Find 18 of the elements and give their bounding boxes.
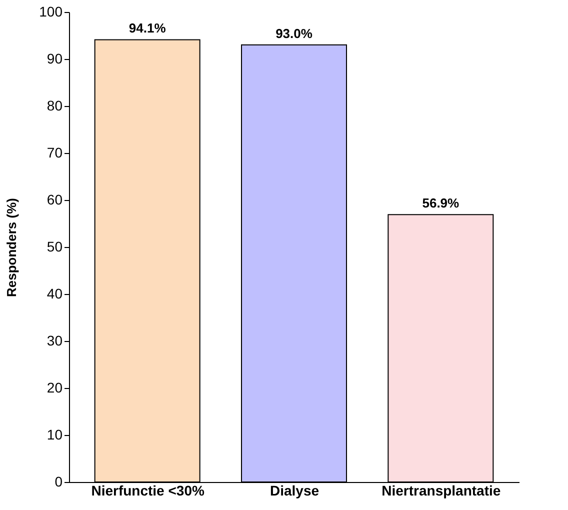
y-tick-label: 90 <box>46 50 63 66</box>
data-label: 94.1% <box>128 20 166 36</box>
data-label: 56.9% <box>422 196 460 211</box>
y-tick-label: 40 <box>46 286 63 302</box>
y-tick-label: 70 <box>46 144 63 160</box>
y-tick-label: 20 <box>46 380 63 396</box>
y-tick-label: 10 <box>46 426 63 442</box>
y-tick-label: 80 <box>46 98 63 114</box>
data-label: 93.0% <box>276 26 313 41</box>
x-tick-label: Nierfunctie <30% <box>91 482 205 498</box>
x-tick-label: Dialyse <box>270 482 320 498</box>
y-axis-title: Responders (%) <box>4 198 20 297</box>
y-tick-label: 0 <box>54 474 63 490</box>
x-tick-label: Niertransplantatie <box>382 482 501 498</box>
y-tick-label: 100 <box>39 4 63 20</box>
y-tick-label: 60 <box>46 192 63 208</box>
y-tick-label: 30 <box>46 332 63 348</box>
y-tick-label: 50 <box>46 238 63 254</box>
